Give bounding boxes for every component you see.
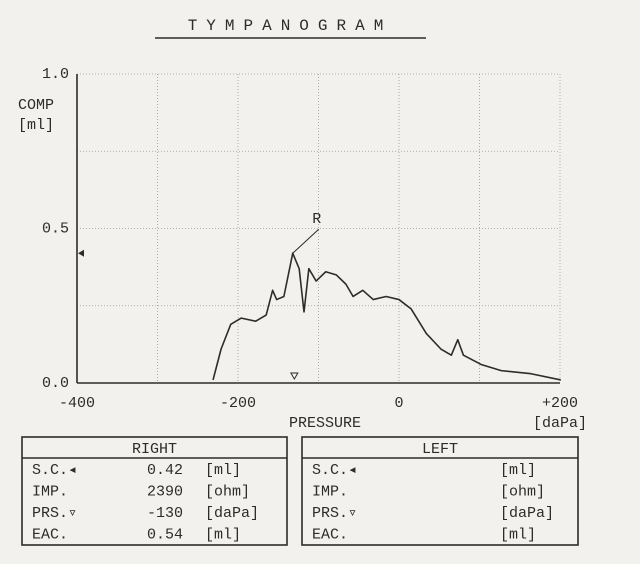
y-tick-label: 1.0 [42, 66, 69, 83]
x-tick-label: +200 [542, 395, 578, 412]
table-title: RIGHT [132, 441, 177, 458]
right-table-box [21, 436, 288, 546]
chart-title: TYMPANOGRAM [188, 17, 393, 35]
pressure-marker [289, 372, 299, 380]
curve-annotation: R [312, 211, 321, 228]
row-label: EAC. [312, 526, 348, 543]
row-unit: [ohm] [500, 483, 545, 500]
row-value: 0.54 [147, 526, 183, 543]
row-value: -130 [147, 505, 183, 522]
row-label: EAC. [32, 526, 68, 543]
row-unit: [ml] [205, 462, 241, 479]
row-value: 2390 [147, 483, 183, 500]
y-axis-label: COMP [18, 97, 54, 114]
row-value: 0.42 [147, 462, 183, 479]
row-label: IMP. [32, 483, 68, 500]
row-label: PRS.▿ [312, 505, 357, 522]
left-table-box [301, 436, 579, 546]
table-title: LEFT [422, 441, 458, 458]
x-tick-label: -200 [220, 395, 256, 412]
x-axis-unit: [daPa] [533, 415, 587, 432]
row-unit: [ml] [500, 462, 536, 479]
row-unit: [ml] [500, 526, 536, 543]
row-unit: [ml] [205, 526, 241, 543]
row-label: PRS.▿ [32, 505, 77, 522]
tympanogram-curve [212, 252, 561, 381]
x-tick-label: -400 [59, 395, 95, 412]
row-unit: [daPa] [500, 505, 554, 522]
row-label: S.C.◂ [312, 462, 357, 479]
x-tick-label: 0 [394, 395, 403, 412]
compliance-marker [78, 249, 84, 257]
row-unit: [ohm] [205, 483, 250, 500]
row-unit: [daPa] [205, 505, 259, 522]
annotation-leader [292, 228, 320, 254]
y-tick-label: 0.5 [42, 220, 69, 237]
row-label: IMP. [312, 483, 348, 500]
row-label: S.C.◂ [32, 462, 77, 479]
y-axis-unit: [ml] [18, 117, 54, 134]
x-axis-label: PRESSURE [289, 415, 361, 432]
y-tick-label: 0.0 [42, 375, 69, 392]
